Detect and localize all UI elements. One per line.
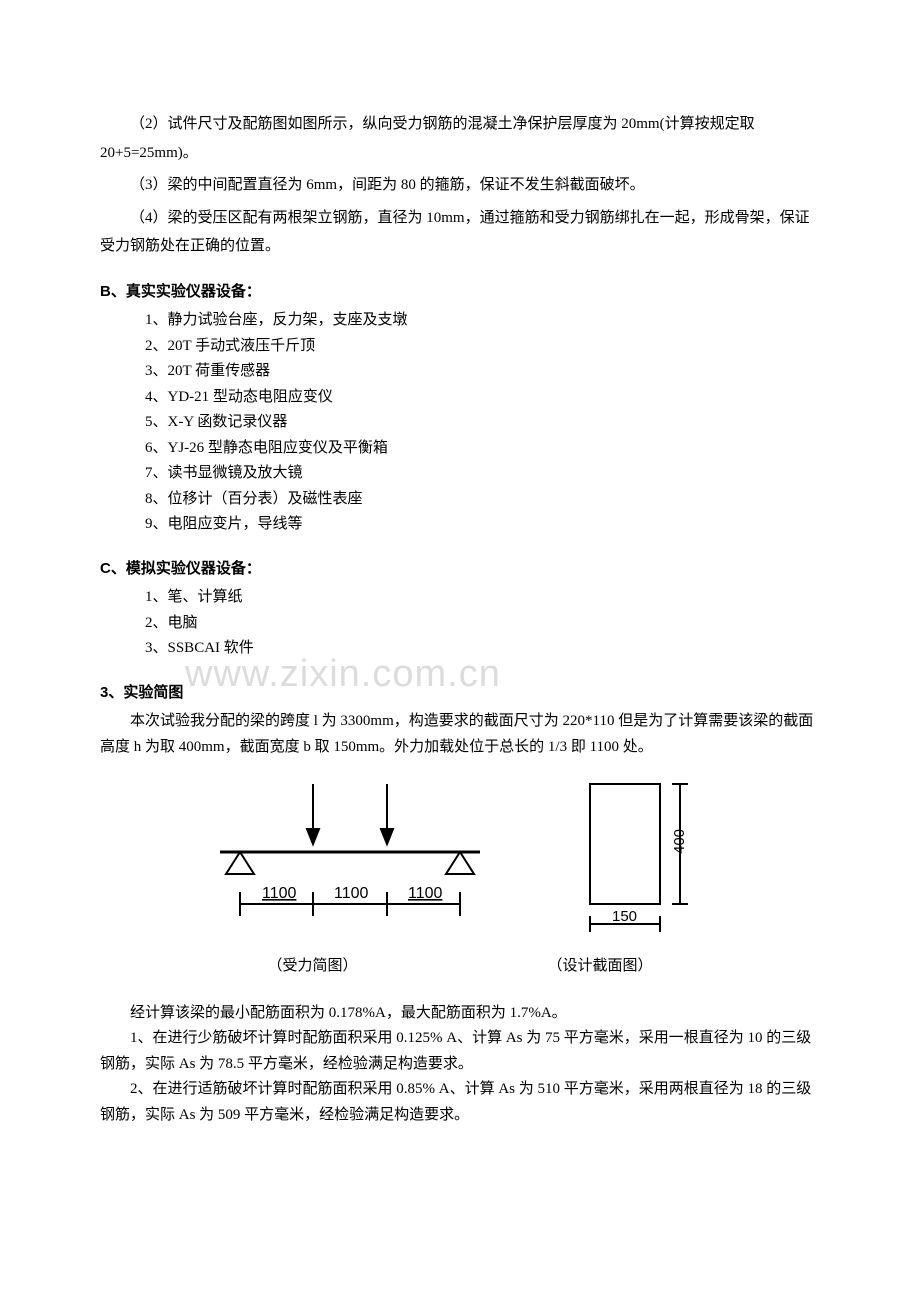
intro-p2: （2）试件尺寸及配筋图如图所示，纵向受力钢筋的混凝土净保护层厚度为 20mm(计… — [100, 110, 820, 167]
calc-p1: 经计算该梁的最小配筋面积为 0.178%A，最大配筋面积为 1.7%A。 — [100, 1001, 820, 1027]
section-3-title: 3、实验简图 — [100, 680, 820, 706]
beam-seg2: 1100 — [334, 885, 369, 902]
intro-p3: （3）梁的中间配置直径为 6mm，间距为 80 的箍筋，保证不发生斜截面破坏。 — [100, 171, 820, 200]
list-item: 2、电脑 — [100, 611, 820, 637]
beam-seg3: 1100 — [408, 885, 443, 902]
section-b-title: B、真实实验仪器设备： — [100, 279, 820, 305]
list-item: 2、20T 手动式液压千斤顶 — [100, 334, 820, 360]
figure-captions: （受力简图） （设计截面图） — [100, 952, 820, 981]
beam-diagram: 1100 1100 1100 — [200, 774, 500, 944]
intro-p4: （4）梁的受压区配有两根架立钢筋，直径为 10mm，通过箍筋和受力钢筋绑扎在一起… — [100, 204, 820, 261]
list-item: 6、YJ-26 型静态电阻应变仪及平衡箱 — [100, 436, 820, 462]
list-item: 1、静力试验台座，反力架，支座及支墩 — [100, 308, 820, 334]
beam-seg1: 1100 — [262, 885, 297, 902]
beam-caption: （受力简图） — [267, 952, 357, 981]
calc-p2: 1、在进行少筋破坏计算时配筋面积采用 0.125% A、计算 As 为 75 平… — [100, 1026, 820, 1077]
section-diagram: 400 150 — [570, 774, 720, 944]
section-3-body: 本次试验我分配的梁的跨度 l 为 3300mm，构造要求的截面尺寸为 220*1… — [100, 709, 820, 760]
list-item: 1、笔、计算纸 — [100, 585, 820, 611]
list-item: 4、YD-21 型动态电阻应变仪 — [100, 385, 820, 411]
page-content: （2）试件尺寸及配筋图如图所示，纵向受力钢筋的混凝土净保护层厚度为 20mm(计… — [100, 110, 820, 1128]
section-caption: （设计截面图） — [548, 952, 653, 981]
list-item: 8、位移计（百分表）及磁性表座 — [100, 487, 820, 513]
list-item: 5、X-Y 函数记录仪器 — [100, 410, 820, 436]
list-item: 9、电阻应变片，导线等 — [100, 512, 820, 538]
section-h: 400 — [671, 829, 688, 854]
section-c-title: C、模拟实验仪器设备： — [100, 556, 820, 582]
list-item: 3、20T 荷重传感器 — [100, 359, 820, 385]
list-item: 7、读书显微镜及放大镜 — [100, 461, 820, 487]
figure-row: 1100 1100 1100 400 150 — [100, 774, 820, 944]
list-item: 3、SSBCAI 软件 — [100, 636, 820, 662]
calc-p3: 2、在进行适筋破坏计算时配筋面积采用 0.85% A、计算 As 为 510 平… — [100, 1077, 820, 1128]
section-b: 150 — [612, 908, 637, 925]
